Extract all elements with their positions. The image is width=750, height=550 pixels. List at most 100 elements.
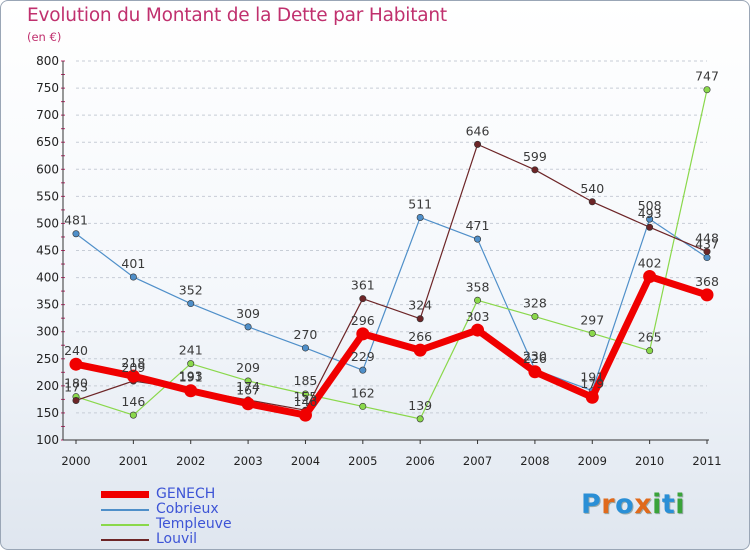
- data-label-templeuve: 185: [294, 373, 318, 388]
- data-label-templeuve: 297: [580, 312, 604, 327]
- data-label-genech: 218: [121, 355, 145, 370]
- logo-letter: r: [601, 489, 616, 520]
- data-label-templeuve: 241: [179, 343, 203, 358]
- legend-swatch-cobrieux: [101, 508, 149, 511]
- data-point-templeuve: [646, 347, 654, 355]
- data-label-louvil: 361: [351, 278, 375, 293]
- data-label-louvil: 448: [695, 231, 719, 246]
- data-label-louvil: 174: [236, 379, 260, 394]
- y-tick-label: 450: [36, 244, 59, 258]
- data-label-cobrieux: 401: [121, 256, 145, 271]
- data-label-cobrieux: 229: [351, 349, 375, 364]
- data-label-genech: 402: [638, 255, 662, 270]
- legend-item-templeuve: Templeuve: [101, 517, 232, 532]
- y-tick-label: 250: [36, 352, 59, 366]
- data-point-genech: [700, 288, 714, 302]
- data-label-cobrieux: 437: [695, 237, 719, 252]
- data-label-louvil: 193: [179, 369, 203, 384]
- data-label-genech: 240: [64, 343, 88, 358]
- data-label-cobrieux: 511: [408, 196, 432, 211]
- logo-letter: P: [581, 489, 602, 520]
- data-point-cobrieux: [474, 235, 482, 243]
- logo-letter: x: [634, 489, 653, 520]
- x-tick-label: 2011: [692, 454, 721, 468]
- logo-letter: o: [615, 489, 635, 520]
- data-label-templeuve: 139: [408, 398, 432, 413]
- data-label-cobrieux: 309: [236, 306, 260, 321]
- data-point-genech: [298, 408, 312, 422]
- chart-unit-label: (en €): [27, 30, 62, 44]
- data-point-louvil: [474, 140, 482, 148]
- data-point-louvil: [703, 248, 711, 256]
- data-label-templeuve: 747: [695, 69, 719, 84]
- data-point-louvil: [416, 315, 424, 323]
- series-line-templeuve: [75, 89, 708, 420]
- data-point-cobrieux: [646, 215, 654, 223]
- data-point-cobrieux: [129, 273, 137, 281]
- data-label-templeuve: 209: [236, 360, 260, 375]
- logo-letter: i: [652, 489, 662, 520]
- data-point-louvil: [531, 166, 539, 174]
- data-point-templeuve: [244, 377, 252, 385]
- y-tick-label: 600: [36, 162, 59, 176]
- data-label-louvil: 155: [294, 389, 318, 404]
- data-point-louvil: [646, 223, 654, 231]
- legend-swatch-templeuve: [101, 523, 149, 526]
- data-label-louvil: 540: [580, 181, 604, 196]
- data-point-genech: [356, 327, 370, 341]
- data-point-genech: [528, 365, 542, 379]
- data-label-cobrieux: 471: [466, 218, 490, 233]
- data-point-cobrieux: [359, 366, 367, 374]
- data-label-genech: 179: [580, 376, 604, 391]
- data-label-cobrieux: 508: [638, 198, 662, 213]
- y-tick-label: 500: [36, 216, 59, 230]
- data-label-templeuve: 328: [523, 296, 547, 311]
- data-point-genech: [241, 397, 255, 411]
- data-label-louvil: 646: [466, 123, 490, 138]
- data-label-louvil: 599: [523, 149, 547, 164]
- data-label-louvil: 493: [638, 206, 662, 221]
- chart-legend: GENECH Cobrieux Templeuve Louvil: [101, 487, 232, 547]
- data-point-cobrieux: [187, 300, 195, 308]
- data-point-genech: [413, 343, 427, 357]
- x-tick-label: 2002: [176, 454, 205, 468]
- data-label-templeuve: 146: [121, 394, 145, 409]
- data-point-templeuve: [301, 390, 309, 398]
- y-tick-label: 700: [36, 108, 59, 122]
- data-label-genech: 266: [408, 329, 432, 344]
- data-label-cobrieux: 230: [523, 349, 547, 364]
- data-label-genech: 226: [523, 351, 547, 366]
- data-point-cobrieux: [72, 230, 80, 238]
- data-point-cobrieux: [301, 344, 309, 352]
- legend-label-templeuve: Templeuve: [156, 516, 232, 532]
- x-tick-label: 2000: [61, 454, 90, 468]
- y-tick-label: 400: [36, 271, 59, 285]
- y-tick-label: 300: [36, 325, 59, 339]
- legend-item-cobrieux: Cobrieux: [101, 502, 232, 517]
- chart-title: Evolution du Montant de la Dette par Hab…: [27, 5, 447, 26]
- data-label-templeuve: 265: [638, 330, 662, 345]
- data-point-templeuve: [474, 296, 482, 304]
- x-tick-label: 2004: [291, 454, 320, 468]
- data-label-genech: 368: [695, 274, 719, 289]
- data-point-templeuve: [588, 329, 596, 337]
- data-label-genech: 167: [236, 383, 260, 398]
- legend-swatch-louvil: [101, 538, 149, 541]
- data-point-templeuve: [416, 415, 424, 423]
- data-label-genech: 146: [294, 394, 318, 409]
- logo-letter: i: [675, 489, 686, 520]
- data-label-cobrieux: 270: [294, 327, 318, 342]
- data-label-templeuve: 180: [64, 376, 88, 391]
- y-tick-label: 650: [36, 135, 59, 149]
- legend-label-genech: GENECH: [156, 486, 216, 502]
- data-label-cobrieux: 352: [179, 283, 203, 298]
- data-label-cobrieux: 481: [64, 213, 88, 228]
- x-tick-label: 2006: [406, 454, 435, 468]
- data-label-genech: 191: [179, 370, 203, 385]
- data-point-templeuve: [129, 411, 137, 419]
- legend-label-louvil: Louvil: [156, 531, 198, 547]
- x-tick-label: 2003: [233, 454, 262, 468]
- data-point-genech: [643, 269, 657, 283]
